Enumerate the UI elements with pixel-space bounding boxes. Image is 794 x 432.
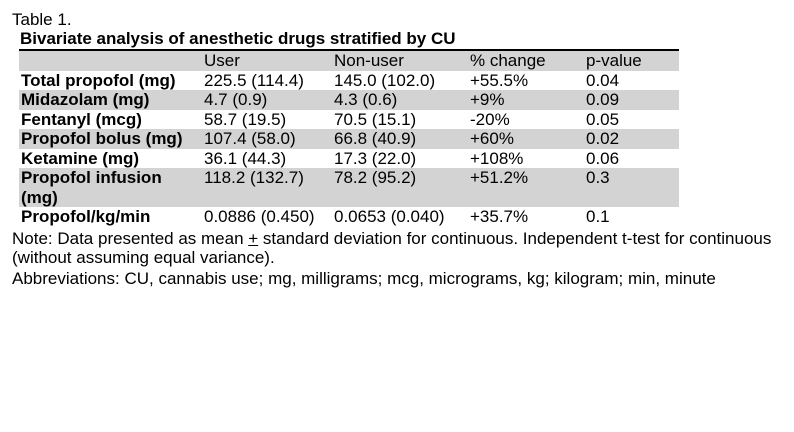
nonuser-value: 66.8 (40.9) [332,129,468,149]
user-value: 118.2 (132.7) [202,168,332,207]
table-note: Note: Data presented as mean + standard … [12,229,780,268]
nonuser-value: 0.0653 (0.040) [332,207,468,227]
nonuser-value: 145.0 (102.0) [332,70,468,90]
row-label: Fentanyl (mcg) [19,109,202,129]
p-value: 0.05 [584,109,679,129]
table-title: Bivariate analysis of anesthetic drugs s… [20,29,456,48]
note-prefix: Note: Data presented as mean [12,228,249,248]
table-row: Total propofol (mg) 225.5 (114.4) 145.0 … [19,70,679,90]
table-row: Ketamine (mg) 36.1 (44.3) 17.3 (22.0) +1… [19,148,679,168]
column-header-label [19,49,202,71]
table-row: Midazolam (mg) 4.7 (0.9) 4.3 (0.6) +9% 0… [19,90,679,110]
change-value: +9% [468,90,584,110]
p-value: 0.04 [584,70,679,90]
change-value: +51.2% [468,168,584,207]
user-value: 36.1 (44.3) [202,148,332,168]
table-row: Propofol infusion (mg) 118.2 (132.7) 78.… [19,168,679,207]
user-value: 58.7 (19.5) [202,109,332,129]
p-value: 0.3 [584,168,679,207]
row-label: Propofol/kg/min [19,207,202,227]
change-value: -20% [468,109,584,129]
row-label: Ketamine (mg) [19,148,202,168]
change-value: +55.5% [468,70,584,90]
nonuser-value: 17.3 (22.0) [332,148,468,168]
plus-minus-sign: + [248,228,259,248]
nonuser-value: 70.5 (15.1) [332,109,468,129]
column-header-pvalue: p-value [584,49,679,71]
nonuser-value: 4.3 (0.6) [332,90,468,110]
user-value: 4.7 (0.9) [202,90,332,110]
user-value: 107.4 (58.0) [202,129,332,149]
row-label: Total propofol (mg) [19,70,202,90]
note-suffix: standard deviation for continuous. Indep… [12,228,772,268]
change-value: +35.7% [468,207,584,227]
document: Table 1. Bivariate analysis of anestheti… [10,10,780,288]
nonuser-value: 78.2 (95.2) [332,168,468,207]
header-row: User Non-user % change p-value [19,49,679,71]
row-label: Propofol infusion (mg) [19,168,202,207]
table-row: Propofol bolus (mg) 107.4 (58.0) 66.8 (4… [19,129,679,149]
abbreviations-note: Abbreviations: CU, cannabis use; mg, mil… [12,268,716,288]
table-row: Propofol/kg/min 0.0886 (0.450) 0.0653 (0… [19,207,679,227]
row-label: Midazolam (mg) [19,90,202,110]
change-value: +60% [468,129,584,149]
column-header-user: User [202,49,332,71]
data-table: User Non-user % change p-value Total pro… [19,49,679,227]
row-label: Propofol bolus (mg) [19,129,202,149]
column-header-nonuser: Non-user [332,49,468,71]
user-value: 0.0886 (0.450) [202,207,332,227]
p-value: 0.1 [584,207,679,227]
p-value: 0.02 [584,129,679,149]
change-value: +108% [468,148,584,168]
p-value: 0.06 [584,148,679,168]
table-label: Table 1. [12,10,72,29]
column-header-change: % change [468,49,584,71]
p-value: 0.09 [584,90,679,110]
table-row: Fentanyl (mcg) 58.7 (19.5) 70.5 (15.1) -… [19,109,679,129]
user-value: 225.5 (114.4) [202,70,332,90]
